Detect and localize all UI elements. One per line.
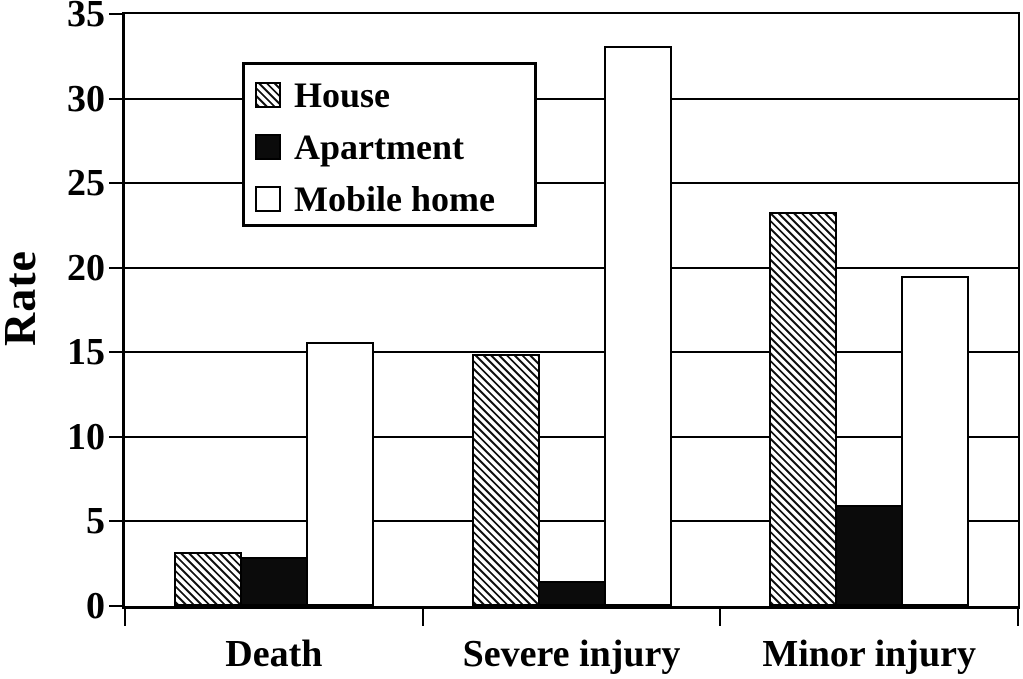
y-tick-label-10: 10 — [67, 415, 105, 458]
gridline-10 — [125, 435, 1018, 438]
y-tick-label-20: 20 — [67, 246, 105, 289]
gridline-30 — [125, 97, 1018, 100]
bar-death-apartment — [239, 557, 308, 606]
legend-swatch-mobile-home — [255, 186, 281, 212]
y-tick-label-0: 0 — [86, 585, 105, 627]
x-tick-mark-3 — [1017, 609, 1019, 626]
legend-swatch-house — [255, 82, 281, 108]
bar-death-mobile-home — [305, 342, 374, 606]
legend-item-mobile-home: Mobile home — [255, 173, 524, 225]
gridline-25 — [125, 182, 1018, 185]
legend: House Apartment Mobile home — [242, 62, 537, 227]
y-tick-label-5: 5 — [86, 500, 105, 543]
y-tick-mark-20 — [109, 266, 125, 269]
y-tick-mark-0 — [109, 605, 125, 607]
legend-label-apartment: Apartment — [294, 127, 464, 167]
legend-label-house: House — [294, 75, 391, 115]
y-tick-label-15: 15 — [67, 331, 105, 374]
bar-minor-injury-apartment — [835, 505, 904, 606]
y-tick-label-35: 35 — [67, 0, 105, 35]
y-tick-label-30: 30 — [67, 77, 105, 120]
legend-label-mobile-home: Mobile home — [294, 179, 495, 219]
x-tick-mark-0 — [124, 609, 126, 626]
x-tick-label-death: Death — [225, 633, 323, 675]
x-tick-mark-1 — [421, 609, 424, 626]
y-tick-mark-10 — [109, 435, 125, 438]
bar-severe-injury-apartment — [537, 581, 606, 606]
y-tick-mark-35 — [109, 13, 125, 15]
y-tick-mark-25 — [109, 182, 125, 185]
bar-severe-injury-mobile-home — [603, 46, 672, 606]
bar-minor-injury-mobile-home — [901, 276, 970, 606]
legend-swatch-apartment — [255, 134, 281, 160]
y-tick-label-25: 25 — [67, 162, 105, 205]
x-tick-mark-2 — [719, 609, 722, 626]
gridline-15 — [125, 351, 1018, 354]
y-tick-mark-5 — [109, 520, 125, 523]
y-tick-mark-15 — [109, 351, 125, 354]
plot-area — [122, 12, 1020, 609]
gridline-20 — [125, 266, 1018, 269]
bar-death-house — [173, 552, 242, 606]
legend-item-house: House — [255, 69, 524, 121]
gridline-5 — [125, 520, 1018, 523]
bar-severe-injury-house — [471, 354, 540, 606]
y-tick-mark-30 — [109, 97, 125, 100]
legend-item-apartment: Apartment — [255, 121, 524, 173]
x-tick-label-minor-injury: Minor injury — [762, 633, 976, 675]
bar-minor-injury-house — [769, 212, 838, 606]
x-tick-label-severe-injury: Severe injury — [462, 633, 681, 675]
